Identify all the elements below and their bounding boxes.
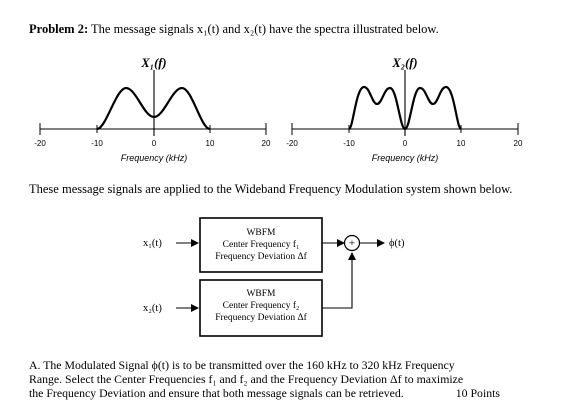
question-a: A. The Modulated Signal ϕ(t) is to be tr…	[29, 358, 534, 400]
question-line-2: Range. Select the Center Frequencies f₁ …	[29, 372, 464, 386]
block-2-center-frequency: Center Frequency f₂	[223, 300, 300, 311]
problem-label: Problem 2:	[29, 22, 89, 36]
tick-label: -10	[91, 139, 103, 148]
summing-junction	[343, 234, 361, 252]
wbfm-block-2	[199, 279, 323, 337]
block-1-title: WBFM	[246, 228, 276, 238]
problem-header: Problem 2: The message signals x₁(t) and…	[29, 22, 439, 37]
input-label-x1: x₁(t)	[143, 238, 162, 249]
tick-label: -20	[286, 139, 298, 148]
spectrum-plot-x1: X₁(f) -20 -10 0 10 20 Frequency (kHz)	[34, 56, 271, 163]
tick-label: 0	[152, 139, 157, 148]
x-axis-title: Frequency (kHz)	[121, 153, 188, 163]
tick-label: 20	[262, 139, 271, 148]
tick-label: -10	[343, 139, 355, 148]
block-2-output-arrow	[322, 252, 356, 309]
question-line-1: A. The Modulated Signal ϕ(t) is to be tr…	[29, 358, 455, 372]
question-line-3: the Frequency Deviation and ensure that …	[29, 386, 404, 400]
wbfm-block-diagram: x₁(t) WBFM Center Frequency f₁ Frequency…	[143, 217, 405, 337]
block-1-center-frequency: Center Frequency f₁	[223, 239, 300, 250]
points-value: 10 Points	[455, 386, 500, 400]
output-label: ϕ(t)	[389, 238, 405, 249]
tick-label: 20	[514, 139, 523, 148]
problem-statement: The message signals x₁(t) and x₂(t) have…	[91, 22, 439, 36]
spectrum-curve-x1	[96, 86, 211, 131]
tick-label: 0	[403, 139, 408, 148]
input-label-x2: x₂(t)	[143, 303, 162, 314]
spectra-figure: X₁(f) -20 -10 0 10 20 Frequency (kHz) X₂…	[34, 56, 523, 163]
plot-label-x1: X₁(f)	[140, 56, 166, 70]
spectrum-curve-x2	[347, 85, 463, 131]
wbfm-block-1	[199, 217, 323, 273]
tick-label: 10	[206, 139, 215, 148]
tick-label: -20	[34, 139, 46, 148]
intro-text: These message signals are applied to the…	[29, 182, 513, 196]
spectrum-plot-x2: X₂(f) -20 -10 0 10 20 Frequency (kHz)	[286, 56, 523, 163]
tick-label: 10	[457, 139, 466, 148]
adder-plus-icon: +	[349, 238, 355, 250]
block-1-frequency-deviation: Frequency Deviation Δf	[215, 251, 307, 262]
block-2-title: WBFM	[246, 289, 276, 299]
x-axis-title: Frequency (kHz)	[372, 153, 439, 163]
plot-label-x2: X₂(f)	[391, 56, 417, 70]
block-2-frequency-deviation: Frequency Deviation Δf	[215, 312, 307, 323]
